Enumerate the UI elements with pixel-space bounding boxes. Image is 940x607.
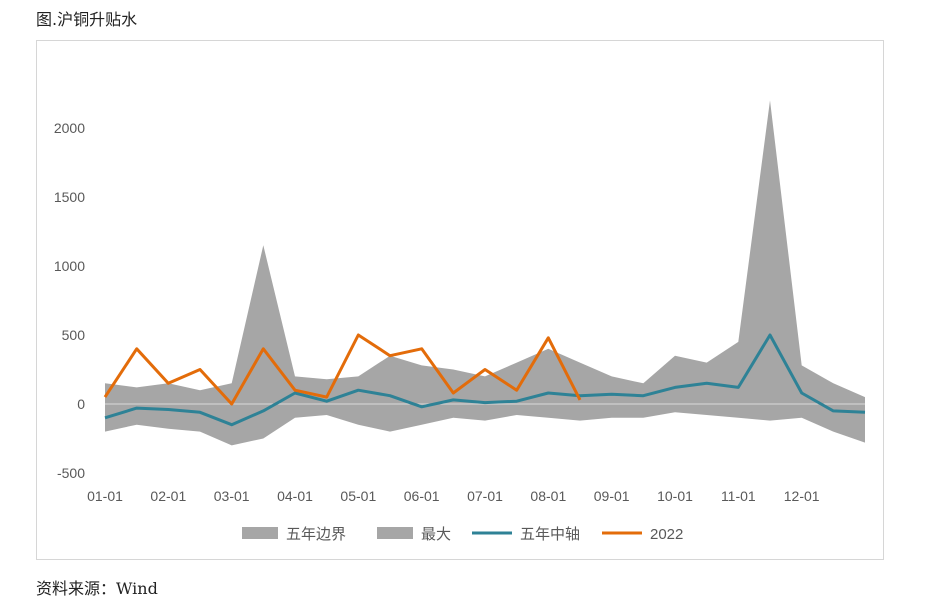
x-tick-label: 07-01 [467,488,503,504]
figure-title: 图.沪铜升贴水 [36,10,138,29]
legend-label: 五年边界 [286,526,346,543]
x-tick-label: 09-01 [594,488,630,504]
x-tick-label: 02-01 [150,488,186,504]
y-tick-label: 500 [62,327,86,343]
legend-item: 五年中轴 [472,526,580,543]
legend-swatch [242,527,278,539]
y-tick-label: 2000 [54,120,85,136]
legend-item: 五年边界 [242,526,346,543]
legend-label: 最大 [421,526,451,543]
x-tick-label: 10-01 [657,488,693,504]
chart-frame: -500 0 500 1000 1500 2000 01-01 02-01 03-01 04-0… [36,40,884,560]
source-note: 资料来源：Wind [36,579,158,598]
series-line-2022 [103,333,582,406]
y-tick-label: 1500 [54,189,85,205]
legend-label: 2022 [650,526,683,543]
x-tick-label: 05-01 [340,488,376,504]
x-axis: 01-01 02-01 03-01 04-01 05-01 06-01 07-01 08-01… [87,488,820,504]
legend-label: 五年中轴 [520,526,580,543]
line-layer [103,333,866,427]
legend: 五年边界 最大 五年中轴 2022 [242,526,683,543]
x-tick-label: 11-01 [721,488,756,504]
x-tick-label: 08-01 [530,488,566,504]
legend-item: 最大 [377,526,451,543]
x-tick-label: 04-01 [277,488,313,504]
series-band-area [105,100,865,446]
legend-item: 2022 [602,526,683,543]
series-line-mid [104,333,866,427]
x-tick-label: 01-01 [87,488,123,504]
band-layer [105,100,865,446]
x-tick-label: 12-01 [784,488,820,504]
x-tick-label: 06-01 [404,488,440,504]
x-tick-label: 03-01 [214,488,250,504]
chart-svg: -500 0 500 1000 1500 2000 01-01 02-01 03-01 04-0… [54,100,866,543]
y-tick-label: 1000 [54,258,85,274]
legend-swatch [377,527,413,539]
y-tick-label: 0 [77,396,85,412]
y-axis: -500 0 500 1000 1500 2000 [54,120,85,481]
y-tick-label: -500 [57,465,85,481]
